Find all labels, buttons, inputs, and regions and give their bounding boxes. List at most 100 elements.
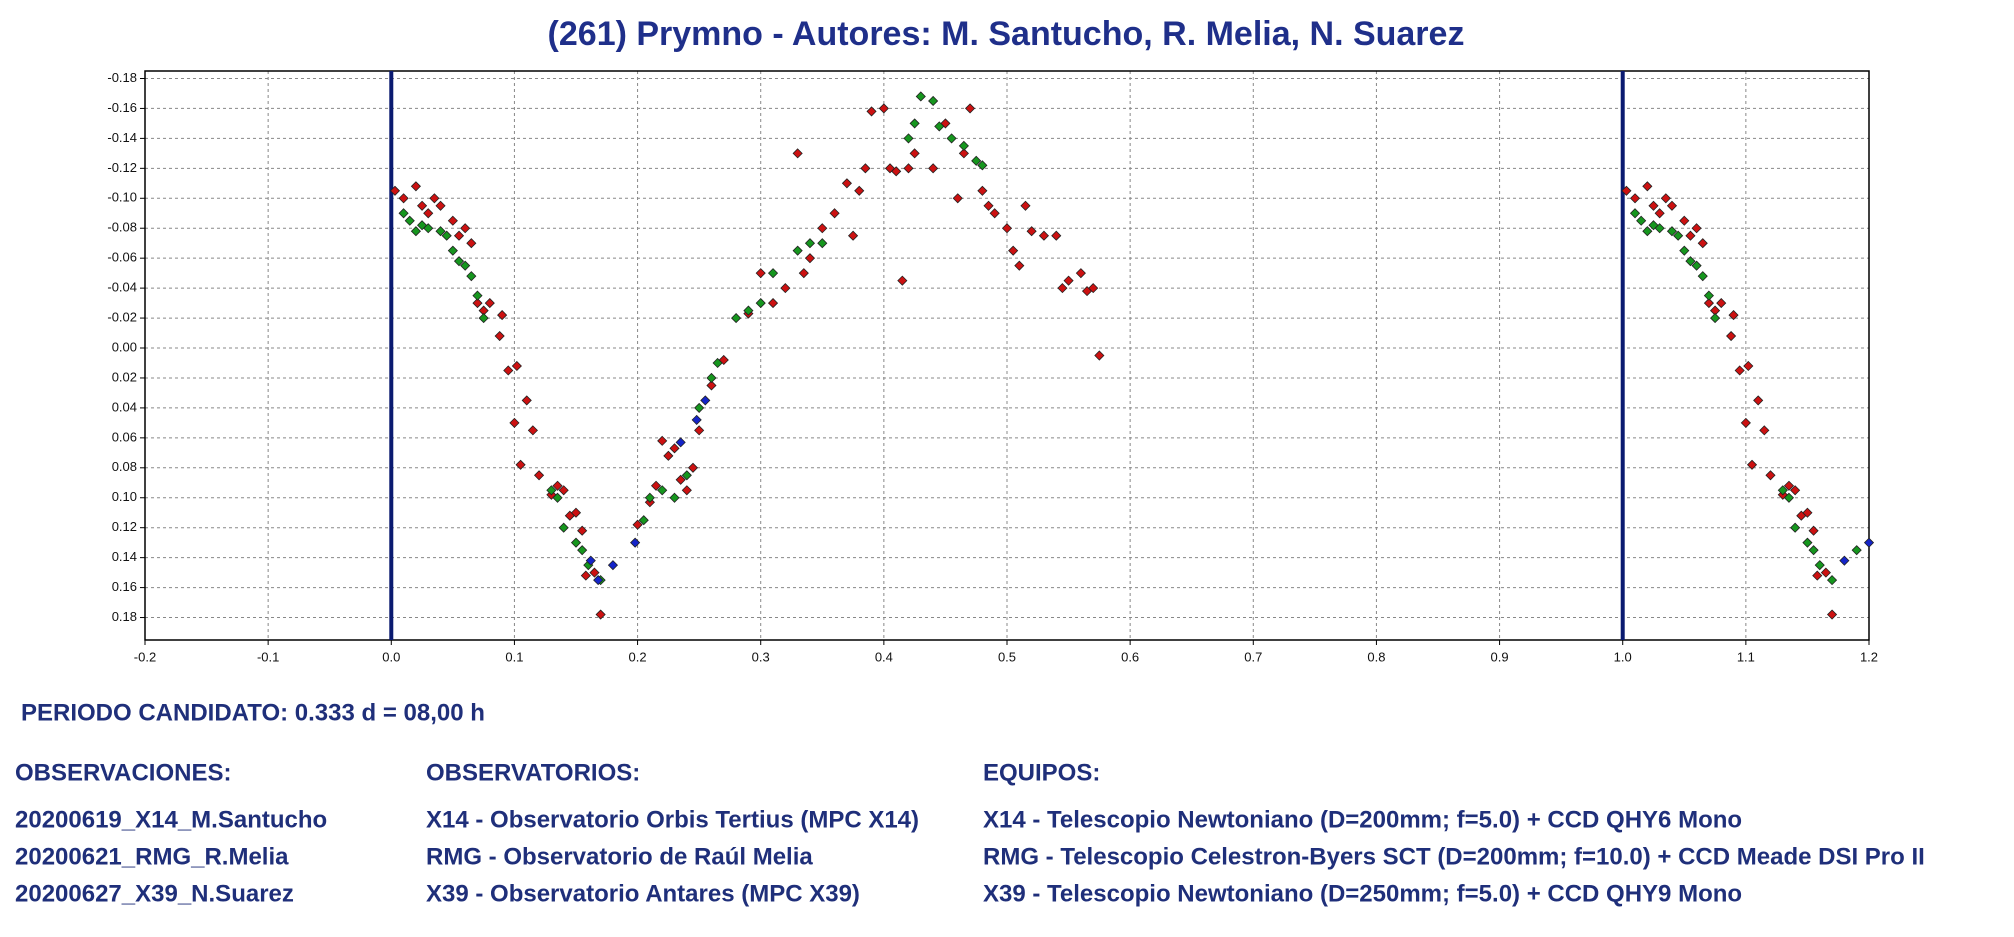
- data-point: [509, 417, 520, 428]
- x-tick-label: 0.8: [1367, 649, 1385, 664]
- data-point: [909, 148, 920, 159]
- data-point: [964, 103, 976, 114]
- y-tick-label: -0.14: [107, 130, 137, 145]
- data-point: [632, 519, 643, 530]
- data-point: [1743, 360, 1754, 372]
- data-point: [478, 313, 489, 324]
- data-point: [1790, 485, 1801, 496]
- info-line: X14 - Telescopio Newtoniano (D=200mm; f=…: [983, 806, 1742, 833]
- data-point: [675, 474, 686, 485]
- data-point: [817, 223, 828, 234]
- data-point: [706, 372, 717, 384]
- data-point: [1777, 485, 1788, 496]
- x-tick-label: 0.5: [998, 649, 1016, 664]
- data-point: [1629, 193, 1641, 204]
- data-point: [1783, 492, 1795, 503]
- data-point: [410, 226, 421, 237]
- data-point: [638, 515, 649, 526]
- data-point: [1812, 570, 1823, 581]
- data-point: [558, 485, 569, 496]
- data-point: [585, 555, 596, 566]
- data-point: [441, 230, 452, 241]
- data-point: [1654, 223, 1665, 234]
- data-point: [1697, 271, 1708, 282]
- data-point: [694, 402, 705, 413]
- data-point: [494, 330, 505, 342]
- info-line: X39 - Observatorio Antares (MPC X39): [426, 880, 860, 907]
- data-point: [429, 193, 440, 204]
- data-point: [595, 609, 606, 620]
- data-point: [1636, 215, 1647, 226]
- data-point: [1654, 208, 1665, 219]
- data-point: [1094, 350, 1105, 361]
- data-point: [958, 140, 969, 151]
- data-point: [410, 181, 421, 192]
- data-point: [423, 208, 434, 219]
- data-point: [1790, 522, 1801, 533]
- data-point: [860, 163, 871, 174]
- data-point: [1051, 230, 1062, 241]
- data-point: [644, 492, 655, 503]
- data-point: [1759, 425, 1770, 436]
- data-point: [1734, 365, 1745, 376]
- data-point: [1826, 609, 1838, 620]
- data-point: [755, 268, 766, 279]
- y-tick-label: -0.04: [107, 280, 137, 295]
- x-tick-label: 0.0: [382, 649, 400, 664]
- data-point: [854, 185, 865, 196]
- plot-frame: [144, 70, 1870, 641]
- info-line: RMG - Telescopio Celestron-Byers SCT (D=…: [983, 843, 1925, 870]
- data-point: [669, 492, 680, 503]
- data-point: [1839, 555, 1850, 566]
- data-point: [503, 365, 514, 376]
- info-line: X14 - Observatorio Orbis Tertius (MPC X1…: [426, 806, 919, 833]
- data-point: [903, 163, 914, 174]
- data-point: [1691, 260, 1702, 271]
- data-point: [511, 360, 522, 372]
- column-title: OBSERVATORIOS:: [426, 759, 640, 786]
- data-point: [398, 193, 409, 204]
- data-point: [1020, 200, 1031, 211]
- data-point: [934, 121, 945, 132]
- data-point: [866, 106, 877, 117]
- data-point: [558, 522, 569, 533]
- data-point: [694, 425, 705, 436]
- data-point: [472, 290, 483, 301]
- data-point: [958, 148, 969, 159]
- data-point: [577, 525, 588, 536]
- y-tick-label: -0.16: [107, 100, 137, 115]
- y-tick-label: 0.02: [112, 369, 137, 384]
- data-point: [447, 215, 458, 226]
- data-point: [804, 253, 816, 264]
- x-tick-label: 1.1: [1737, 649, 1755, 664]
- data-point: [691, 414, 702, 425]
- data-point: [466, 271, 477, 282]
- data-point: [971, 155, 982, 166]
- data-point: [1697, 238, 1708, 249]
- data-point: [1703, 298, 1714, 309]
- data-point: [1685, 256, 1696, 267]
- data-point: [630, 537, 641, 548]
- data-point: [848, 230, 859, 241]
- y-tick-label: 0.00: [112, 339, 137, 354]
- x-tick-label: 0.9: [1491, 649, 1509, 664]
- chart-title: (261) Prymno - Autores: M. Santucho, R. …: [548, 15, 1465, 53]
- data-point: [1710, 313, 1721, 324]
- data-point: [460, 223, 471, 234]
- data-point: [681, 470, 692, 481]
- data-point: [1679, 245, 1690, 256]
- data-point: [1753, 395, 1764, 406]
- data-point: [515, 459, 526, 470]
- data-point: [1820, 567, 1831, 578]
- y-tick-label: -0.18: [107, 70, 137, 85]
- data-point: [675, 437, 686, 448]
- data-point: [792, 148, 803, 159]
- data-point: [1863, 537, 1875, 548]
- data-point: [928, 95, 939, 107]
- data-point: [687, 462, 699, 473]
- y-tick-label: -0.06: [107, 250, 137, 265]
- data-point: [743, 305, 754, 316]
- data-point: [1008, 245, 1019, 256]
- y-tick-label: 0.18: [112, 609, 137, 624]
